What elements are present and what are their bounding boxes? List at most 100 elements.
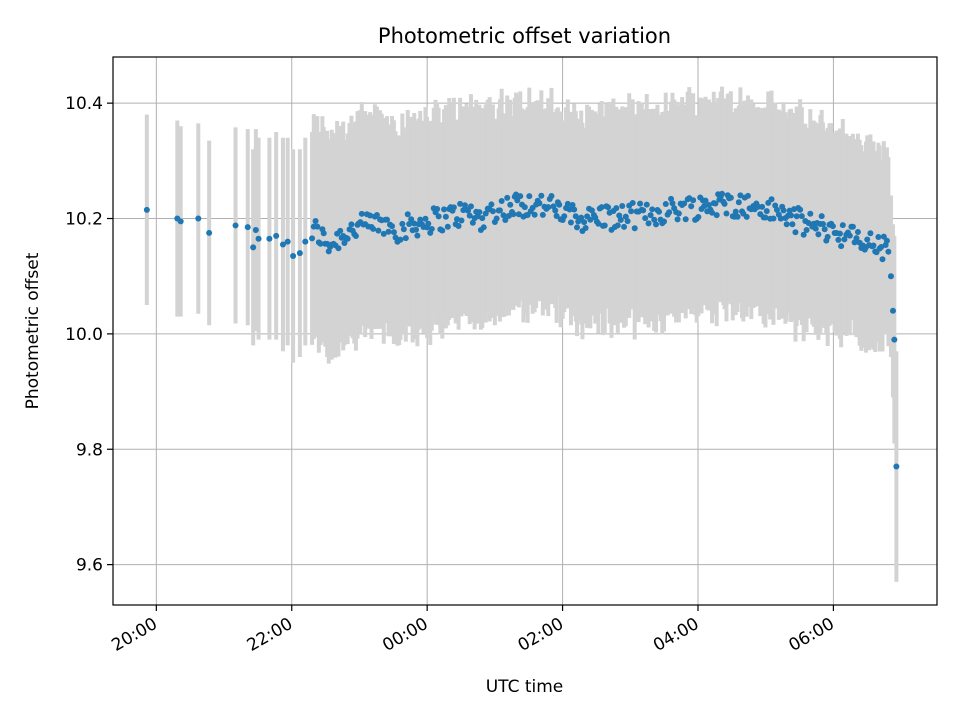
data-point [649,206,656,213]
data-point [309,235,316,242]
data-point [469,219,476,226]
data-point [669,200,676,207]
data-point [838,243,845,250]
data-point [482,210,489,217]
data-point [735,199,742,206]
data-point [824,233,831,240]
data-point [411,220,418,227]
data-point [367,212,374,219]
data-point [545,204,552,211]
data-point [695,213,702,220]
data-point [647,212,654,219]
data-point [439,227,446,234]
data-point [397,236,404,243]
data-point [734,213,741,220]
plot-frame [112,56,938,606]
data-point [414,232,421,239]
data-point [875,233,882,240]
data-point [713,212,720,219]
data-point [643,201,650,208]
data-point [561,213,568,220]
data-point [887,273,894,280]
x-tick-label: 20:00 [108,614,160,656]
data-point [177,218,184,225]
data-point [279,241,286,248]
data-point [614,222,621,229]
data-point [302,238,309,245]
data-point [598,204,605,211]
data-point [762,214,769,221]
data-point [705,202,712,209]
data-point [723,210,730,217]
data-point [839,222,846,229]
data-point [629,199,636,206]
data-point [521,204,528,211]
data-point [314,223,321,230]
data-point [666,209,673,216]
data-point [465,207,472,214]
data-point [476,209,483,216]
data-point [358,210,365,217]
data-point [681,200,688,207]
data-point [807,210,814,217]
data-point [788,212,795,219]
data-point [515,211,522,218]
data-point [759,203,766,210]
data-point [595,220,602,227]
data-point [564,200,571,207]
data-point [290,253,297,260]
data-point [841,236,848,243]
data-point [656,208,663,215]
data-point [552,207,559,214]
data-point [792,229,799,236]
data-point [800,231,807,238]
data-point [517,193,524,200]
data-point [457,200,464,207]
data-point [404,211,411,218]
data-point [548,192,555,199]
data-point [441,206,448,213]
data-point [273,232,280,239]
data-point [773,206,780,213]
data-point [732,208,739,215]
data-point [500,212,507,219]
data-point [880,233,887,240]
y-tick-label: 9.8 [76,440,103,460]
data-point [467,203,474,210]
data-point [402,235,409,242]
data-point [566,206,573,213]
data-point [640,207,647,214]
data-points [143,190,900,470]
data-point [266,235,273,242]
data-point [645,220,652,227]
data-point [617,216,624,223]
data-point [502,216,509,223]
data-point [538,192,545,199]
data-point [829,223,836,230]
data-point [688,203,695,210]
data-point [320,230,327,237]
x-axis-ticks: 20:00 22:00 00:00 02:00 04:00 06:00 [108,605,838,656]
data-point [581,219,588,226]
data-point [466,212,473,219]
data-point [744,192,751,199]
x-tick-label: 00:00 [379,614,431,656]
data-point [425,220,432,227]
data-point [531,211,538,218]
data-point [870,242,877,249]
data-point [651,216,658,223]
data-point [434,206,441,213]
data-point [296,250,303,257]
data-point [444,223,451,230]
data-point [768,196,775,203]
data-point [399,220,406,227]
data-point [496,207,503,214]
data-point [803,227,810,234]
data-point [406,221,413,228]
data-point [770,215,777,222]
data-point [849,223,856,230]
data-point [793,213,800,220]
data-point [337,227,344,234]
data-point [893,463,900,470]
data-point [743,213,750,220]
